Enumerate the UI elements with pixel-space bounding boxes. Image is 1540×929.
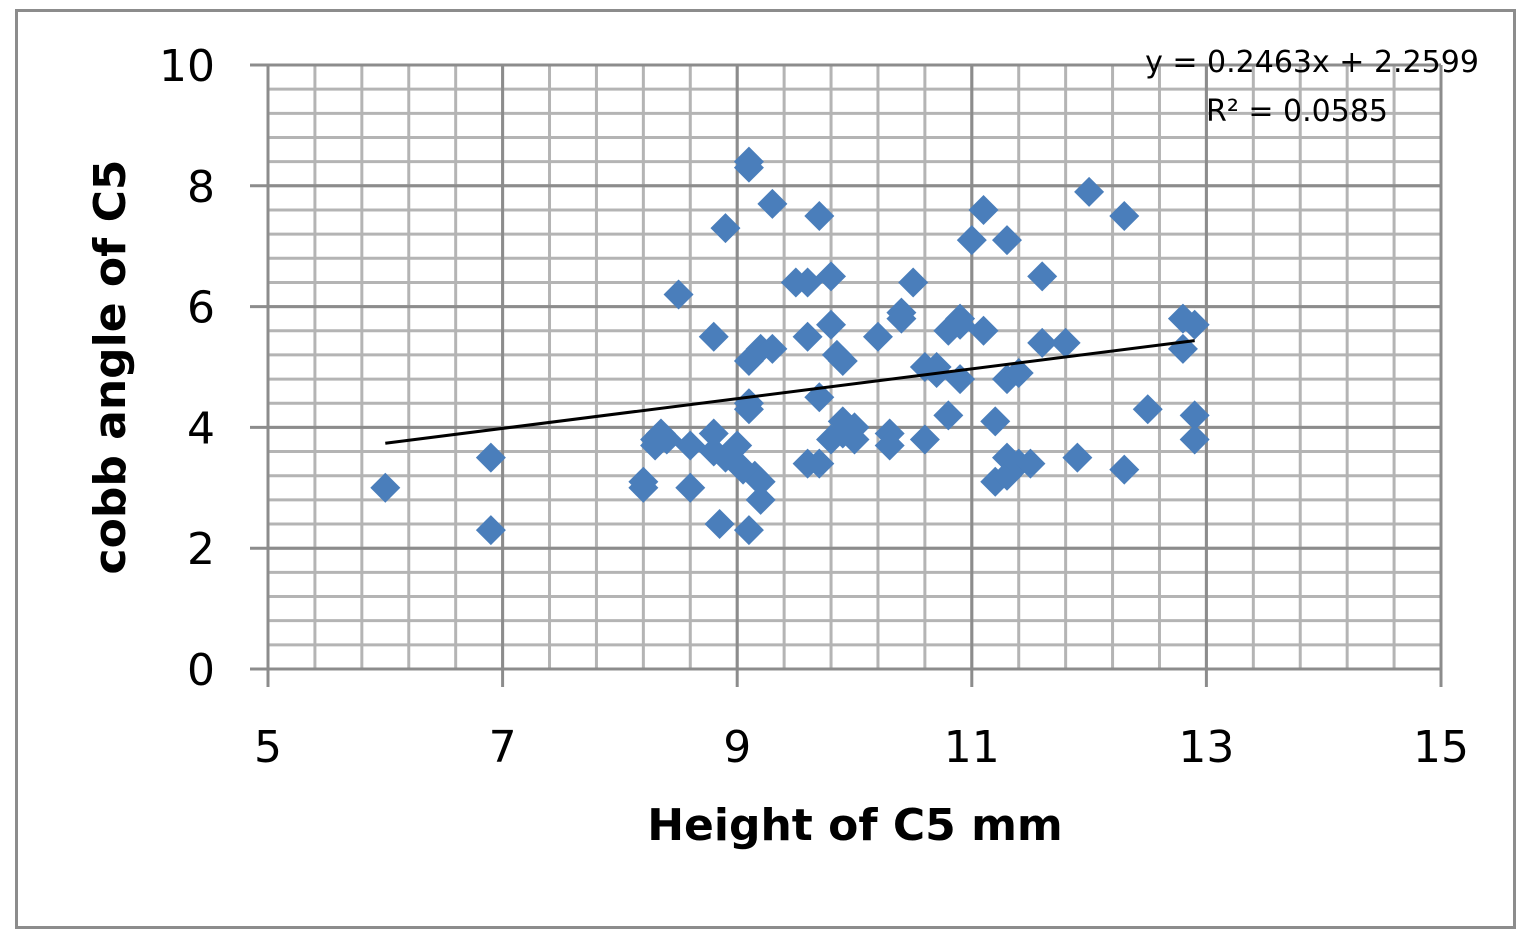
data-point-marker	[1062, 442, 1093, 473]
data-point-marker	[991, 225, 1022, 256]
x-tick-label: 15	[1413, 722, 1469, 773]
data-point-marker	[745, 466, 776, 497]
y-tick-label: 8	[187, 162, 215, 213]
data-point-marker	[792, 321, 823, 352]
y-tick-label: 6	[187, 283, 215, 334]
data-point-marker	[1027, 261, 1058, 292]
data-point-marker	[862, 321, 893, 352]
y-tick-label: 4	[187, 403, 215, 454]
data-point-marker	[370, 472, 401, 503]
data-point-marker	[757, 333, 788, 364]
data-point-marker	[1109, 454, 1140, 485]
r-squared-label: R² = 0.0585	[1206, 94, 1388, 129]
data-point-marker	[733, 152, 764, 183]
data-point-marker	[886, 303, 917, 334]
data-point-marker	[698, 418, 729, 449]
grid-lines	[250, 63, 1443, 687]
data-point-marker	[827, 345, 858, 376]
data-point-marker	[1027, 327, 1058, 358]
data-point-marker	[628, 472, 659, 503]
data-point-marker	[968, 315, 999, 346]
trendline	[385, 339, 1195, 445]
trendline-equation: y = 0.2463x + 2.2599	[1145, 45, 1479, 80]
data-points	[370, 146, 1210, 546]
data-point-marker	[710, 213, 741, 244]
y-tick-label: 10	[159, 41, 215, 92]
data-point-marker	[945, 309, 976, 340]
data-point-marker	[698, 321, 729, 352]
data-point-marker	[980, 406, 1011, 437]
data-point-marker	[874, 430, 905, 461]
data-point-marker	[1179, 309, 1210, 340]
x-tick-label: 5	[254, 722, 282, 773]
scatter-chart: 0 2 4 6 8 10 5 7 9 11 13 15 y = 0.2463x + 2.2599 R…	[85, 41, 1479, 851]
data-point-marker	[1074, 176, 1105, 207]
data-point-marker	[909, 424, 940, 455]
data-point-marker	[816, 309, 847, 340]
data-point-marker	[722, 430, 753, 461]
data-point-marker	[1179, 400, 1210, 431]
data-point-marker	[675, 472, 706, 503]
data-point-marker	[1003, 358, 1034, 389]
data-point-marker	[804, 201, 835, 231]
data-point-marker	[898, 267, 929, 298]
data-point-marker	[704, 509, 735, 540]
data-point-marker	[956, 225, 987, 256]
y-axis-title: cobb angle of C5	[85, 160, 136, 575]
data-point-marker	[663, 279, 694, 310]
data-point-marker	[475, 515, 506, 546]
data-point-marker	[475, 442, 506, 473]
data-point-marker	[933, 400, 964, 431]
data-point-marker	[816, 261, 847, 292]
data-point-marker	[757, 188, 788, 219]
x-axis-ticks: 5 7 9 11 13 15	[254, 722, 1469, 773]
data-point-marker	[1132, 394, 1163, 425]
x-tick-label: 13	[1178, 722, 1234, 773]
data-point-marker	[804, 448, 835, 479]
data-point-marker	[733, 394, 764, 425]
x-tick-label: 11	[944, 722, 1000, 773]
data-point-marker	[745, 484, 776, 515]
data-point-marker	[675, 430, 706, 461]
x-tick-label: 9	[723, 722, 751, 773]
x-tick-label: 7	[489, 722, 517, 773]
data-point-marker	[1179, 424, 1210, 455]
y-tick-label: 2	[187, 524, 215, 575]
data-point-marker	[1050, 327, 1081, 358]
data-point-marker	[651, 424, 682, 455]
data-point-marker	[792, 267, 823, 298]
data-point-marker	[1109, 201, 1140, 231]
y-axis-ticks: 0 2 4 6 8 10	[159, 41, 215, 696]
data-point-marker	[839, 424, 870, 455]
data-point-marker	[733, 515, 764, 546]
data-point-marker	[968, 194, 999, 225]
data-point-marker	[1015, 448, 1046, 479]
x-axis-title: Height of C5 mm	[647, 800, 1063, 851]
y-tick-label: 0	[187, 645, 215, 696]
